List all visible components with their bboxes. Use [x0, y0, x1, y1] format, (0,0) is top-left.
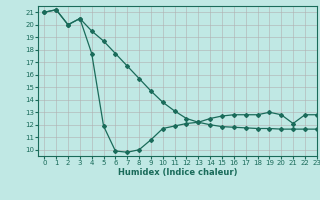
X-axis label: Humidex (Indice chaleur): Humidex (Indice chaleur)	[118, 168, 237, 177]
